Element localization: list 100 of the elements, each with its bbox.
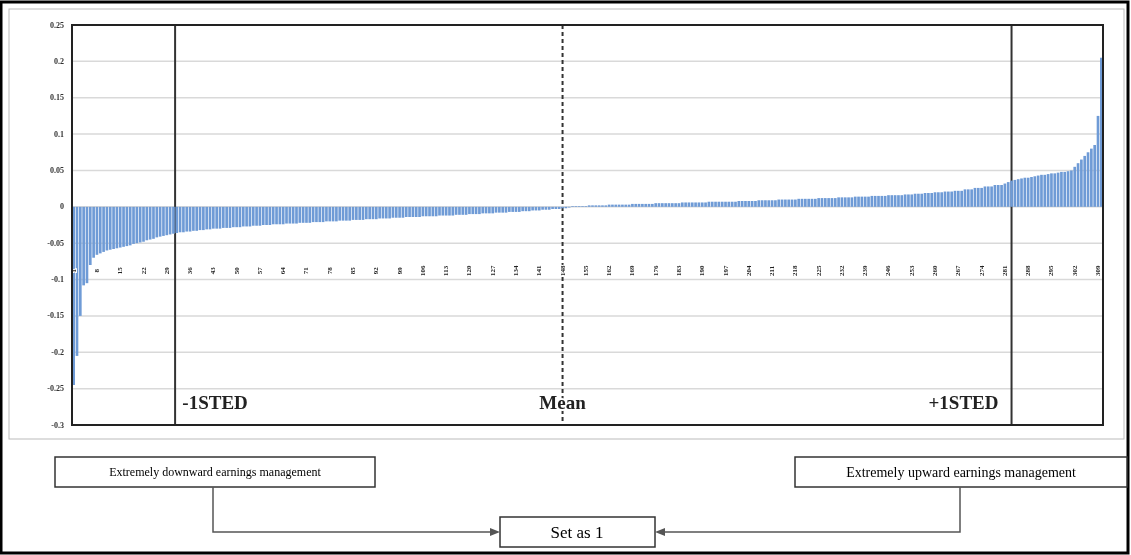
bar [1060,171,1063,207]
bar [1020,178,1023,207]
bar [664,203,667,207]
bar [295,206,298,224]
bar [784,199,787,207]
bar [398,206,401,218]
bar [468,206,471,215]
bar [694,202,697,207]
bar [172,206,175,234]
bar [202,206,205,231]
bar [152,206,155,239]
bar [827,198,830,207]
bar [764,200,767,207]
bar [225,206,228,228]
bar [867,196,870,207]
bar [458,206,461,215]
bar [335,206,338,222]
bar [365,206,368,220]
bar [674,203,677,207]
bar [285,206,288,224]
bar [1010,180,1013,207]
bar [794,199,797,207]
bar [521,206,524,212]
bar [704,202,707,207]
bar [917,193,920,207]
bar [448,206,451,216]
bar [102,206,105,252]
bar [355,206,358,220]
bar [428,206,431,217]
bar [684,202,687,207]
y-tick-label: -0.05 [47,238,64,248]
text: Extremely upward earnings management [846,464,1076,480]
y-tick-label: -0.2 [51,347,64,357]
bar [724,201,727,207]
text: Extremely downward earnings management [109,465,322,479]
bar [1090,148,1093,207]
bar [235,206,238,228]
bar [275,206,278,225]
bar [937,192,940,207]
bar [641,203,644,207]
bar [162,206,165,236]
bar [418,206,421,217]
bar [927,193,930,207]
bar [215,206,218,229]
bar [255,206,258,226]
bar [1050,173,1053,207]
bar [804,198,807,207]
bar [345,206,348,221]
bar [1040,174,1043,207]
bar [990,186,993,207]
bar [957,190,960,207]
y-tick-label: 0 [60,202,64,212]
y-tick-label: -0.1 [51,275,64,285]
text: Set as 1 [550,522,604,542]
bar [305,206,308,223]
ref-line-label: +1STED [928,392,999,413]
bar [847,197,850,207]
bar [315,206,318,223]
bar [1000,185,1003,207]
bar [132,206,135,244]
bar [734,201,737,207]
bar [511,206,514,212]
bar [325,206,328,222]
bar [907,194,910,207]
bar [774,200,777,207]
bar [551,206,554,209]
bar [621,204,624,207]
bar [122,206,125,247]
bar [960,190,963,207]
bar [541,206,544,210]
y-tick-label: 0.1 [54,129,64,139]
bar [887,195,890,207]
bar [368,206,371,220]
bar [651,203,654,207]
bar [388,206,391,219]
y-tick-label: -0.3 [51,420,64,430]
bar [245,206,248,227]
bar [498,206,501,213]
bar [438,206,441,216]
y-tick-label: -0.15 [47,311,64,321]
bar [1080,159,1083,207]
bar [378,206,381,219]
bar [408,206,411,217]
bar [1030,177,1033,207]
bar [142,206,145,242]
y-tick-label: 0.2 [54,56,64,66]
bar [857,196,860,207]
ref-line-label: Mean [539,392,587,413]
bar [488,206,491,214]
bar [508,206,511,212]
bar [807,198,810,207]
y-tick-label: 0.05 [50,165,64,175]
bar [714,201,717,207]
bar [744,201,747,207]
bar [631,203,634,207]
bar [478,206,481,215]
bar [192,206,195,231]
bar [754,201,757,207]
bar [817,198,820,207]
y-tick-label: -0.25 [47,384,64,394]
